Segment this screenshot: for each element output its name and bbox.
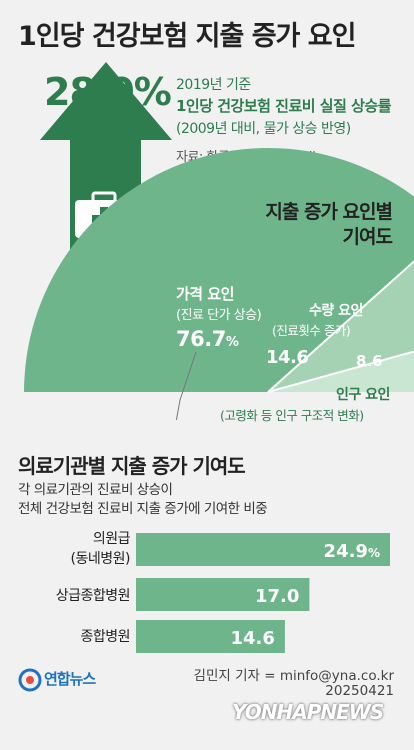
headline-value: 28.0% [44, 70, 172, 114]
contribution-half-pie [24, 148, 414, 420]
bar-category-label-clinic: 의원급 [92, 531, 131, 547]
bar-clinic [136, 533, 390, 566]
quantity-factor-sublabel: (진료횟수 증가) [272, 323, 351, 338]
publish-date: 20250421 [325, 683, 394, 699]
info-year: 2019년 기준 [176, 77, 251, 93]
pie-divider-1 [267, 260, 414, 393]
price-factor-label: 가격 요인 [176, 285, 234, 303]
bar-category-sublabel-clinic: (동네병원) [70, 551, 131, 567]
bar-category-label-general: 종합병원 [80, 629, 130, 645]
quantity-factor-label: 수량 요인 [309, 303, 363, 319]
price-factor-value: 76.7% [176, 327, 239, 351]
logo-text: 연합뉴스 [44, 670, 96, 688]
price-factor-sublabel: (진료 단가 상승) [176, 308, 262, 323]
price-value-unit: % [225, 335, 239, 350]
pie-leader-line [175, 351, 197, 420]
bar-tertiary-hospital-value-label: 17.0 [255, 586, 299, 607]
info-title: 1인당 건강보험 진료비 실질 상승률 [176, 97, 392, 115]
yonhap-logo-icon [18, 668, 42, 692]
bar-chart-desc-line-1: 각 의료기관의 진료비 상승이 [18, 482, 173, 498]
info-note: (2009년 대비, 물가 상승 반영) [176, 121, 351, 137]
page-title: 1인당 건강보험 지출 증가 요인 [18, 21, 356, 52]
bar-chart-heading: 의료기관별 지출 증가 기여도 [18, 454, 246, 478]
demographic-factor-label: 인구 요인 [336, 387, 390, 403]
pie-slice-demographic [268, 351, 414, 392]
watermark-text: YONHAPNEWS [232, 700, 384, 724]
bar-clinic-value-label: 24.9% [324, 541, 380, 562]
bar-category-label-tertiary: 상급종합병원 [55, 588, 131, 604]
pie-slice-quantity [268, 261, 414, 392]
demographic-factor-value: 8.6 [356, 352, 383, 370]
pie-divider-2 [267, 350, 414, 393]
bar-tertiary-hospital [136, 578, 310, 611]
pie-title-line-2: 기여도 [342, 226, 393, 248]
pie-title-line-1: 지출 증가 요인별 [265, 201, 393, 223]
reporter-credit: 김민지 기자 = minfo@yna.co.kr [193, 668, 394, 684]
quantity-factor-value: 14.6 [266, 347, 309, 368]
pie-slice-price [24, 148, 414, 392]
bar-general-hospital-value-label: 14.6 [231, 628, 275, 649]
bar-general-hospital [136, 620, 285, 653]
price-value-number: 76.7 [176, 327, 226, 351]
demographic-factor-sublabel: (고령화 등 인구 구조적 변화) [220, 408, 364, 423]
bar-chart-desc-line-2: 전체 건강보험 진료비 지출 증가에 기여한 비중 [18, 501, 268, 517]
